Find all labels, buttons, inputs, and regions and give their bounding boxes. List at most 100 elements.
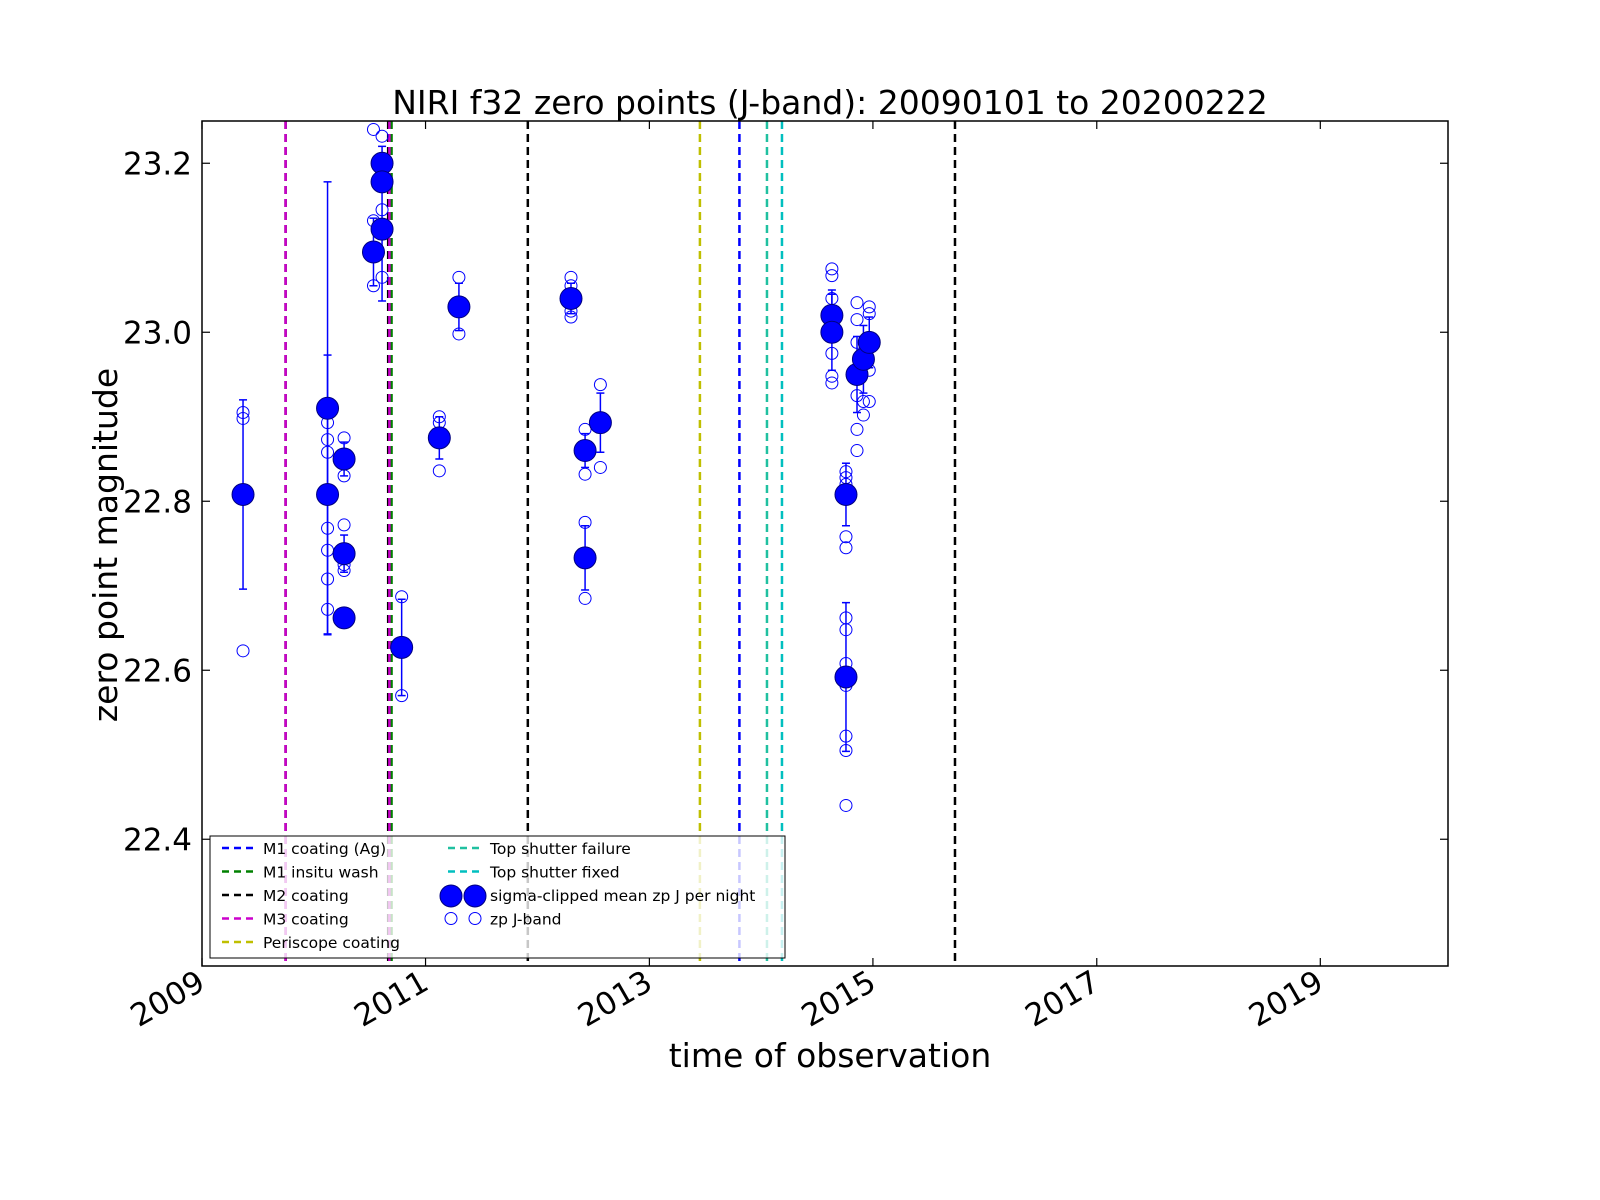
zp-point-18	[375, 129, 389, 143]
zp-point-60	[850, 422, 864, 436]
mean-point-19	[834, 482, 858, 506]
mean-point-1	[316, 396, 340, 420]
mean-point-9	[370, 217, 394, 241]
x-axis-label: time of observation	[669, 1036, 992, 1075]
mean-point-11	[427, 426, 451, 450]
zp-point-61	[850, 444, 864, 458]
mean-points	[231, 151, 881, 689]
zp-point-17	[366, 279, 380, 293]
legend-marker-8b	[468, 912, 482, 925]
zp-point-57	[850, 313, 864, 327]
mean-point-23	[857, 330, 881, 354]
zp-point-36	[593, 378, 607, 392]
zp-point-15	[366, 122, 380, 136]
zp-point-21	[395, 590, 409, 604]
zp-point-32	[578, 422, 592, 436]
plot-background	[202, 121, 1448, 966]
chart-title: NIRI f32 zero points (J-band): 20090101 …	[392, 83, 1268, 122]
zp-point-64	[862, 300, 876, 314]
plot-area	[202, 121, 1448, 966]
legend-label-3: M3 coating	[263, 911, 349, 929]
mean-point-20	[834, 665, 858, 689]
zp-point-47	[839, 530, 853, 544]
zp-point-39	[825, 269, 839, 283]
zp-point-56	[850, 296, 864, 310]
mean-point-4	[332, 542, 356, 566]
mean-point-12	[447, 295, 471, 319]
x-tick-label-4: 2017	[1019, 964, 1105, 1035]
mean-point-18	[820, 320, 844, 344]
zp-point-62	[856, 395, 870, 409]
mean-point-6	[361, 240, 385, 264]
y-axis-label: zero point magnitude	[86, 368, 125, 722]
mean-point-16	[588, 411, 612, 435]
zp-point-28	[564, 270, 578, 284]
legend-label-0: M1 coating (Ag)	[263, 840, 386, 858]
legend-label-4: Periscope coating	[263, 934, 400, 952]
mean-point-0	[231, 482, 255, 506]
zp-point-10	[337, 431, 351, 445]
zp-point-41	[825, 346, 839, 360]
plot-frame	[201, 120, 1449, 967]
zp-point-65	[862, 307, 876, 321]
zp-point-43	[825, 376, 839, 390]
x-tick-label-5: 2019	[1243, 964, 1329, 1035]
x-tick-label-2: 2013	[572, 964, 658, 1035]
zp-point-53	[839, 729, 853, 743]
legend-marker-8a	[444, 912, 458, 925]
mean-point-3	[332, 447, 356, 471]
zp-point-2	[236, 644, 250, 658]
mean-point-13	[559, 286, 583, 310]
zp-point-5	[321, 445, 335, 459]
zp-point-4	[321, 433, 335, 447]
zp-point-55	[839, 798, 853, 812]
mean-point-8	[370, 170, 394, 194]
event-lines	[284, 121, 957, 966]
legend-label-8: zp J-band	[490, 911, 562, 929]
legend-label-5: Top shutter failure	[489, 840, 631, 858]
zp-point-31	[564, 310, 578, 324]
legend-label-2: M2 coating	[263, 887, 349, 905]
zp-point-6	[321, 521, 335, 535]
legend: M1 coating (Ag) M1 insitu wash M2 coating M…	[209, 835, 786, 959]
zp-point-9	[321, 602, 335, 616]
x-tick-label-1: 2011	[348, 964, 434, 1035]
y-tick-label-3: 23.0	[123, 315, 192, 351]
zp-point-35	[578, 591, 592, 605]
x-tick-label-0: 2009	[125, 964, 211, 1035]
mean-point-14	[573, 439, 597, 463]
zp-point-44	[839, 465, 853, 479]
zp-point-63	[856, 408, 870, 422]
legend-label-6: Top shutter fixed	[489, 864, 620, 882]
y-tick-label-1: 22.6	[123, 653, 192, 689]
mean-point-2	[316, 482, 340, 506]
zp-point-54	[839, 744, 853, 758]
zp-point-33	[578, 467, 592, 481]
zp-point-38	[825, 262, 839, 276]
zp-point-22	[395, 689, 409, 703]
legend-box	[209, 835, 786, 959]
zp-point-37	[593, 460, 607, 474]
zp-point-34	[578, 515, 592, 529]
legend-marker-7a	[439, 884, 463, 908]
zp-point-26	[452, 270, 466, 284]
y-tick-label-0: 22.4	[123, 822, 192, 858]
zp-point-12	[337, 518, 351, 532]
zp-point-42	[825, 369, 839, 383]
zp-point-1	[236, 411, 250, 425]
zp-point-19	[375, 203, 389, 217]
mean-point-10	[390, 635, 414, 659]
legend-label-7: sigma-clipped mean zp J per night	[490, 887, 755, 905]
zp-point-27	[452, 327, 466, 341]
zp-point-20	[375, 270, 389, 284]
zp-point-8	[321, 572, 335, 586]
zp-point-25	[432, 464, 446, 478]
zp-point-23	[432, 410, 446, 424]
x-tick-label-3: 2015	[796, 964, 882, 1035]
zp-point-48	[839, 541, 853, 555]
mean-point-5	[332, 606, 356, 630]
zp-point-0	[236, 406, 250, 420]
zp-point-66	[862, 395, 876, 409]
zp-point-50	[839, 623, 853, 637]
